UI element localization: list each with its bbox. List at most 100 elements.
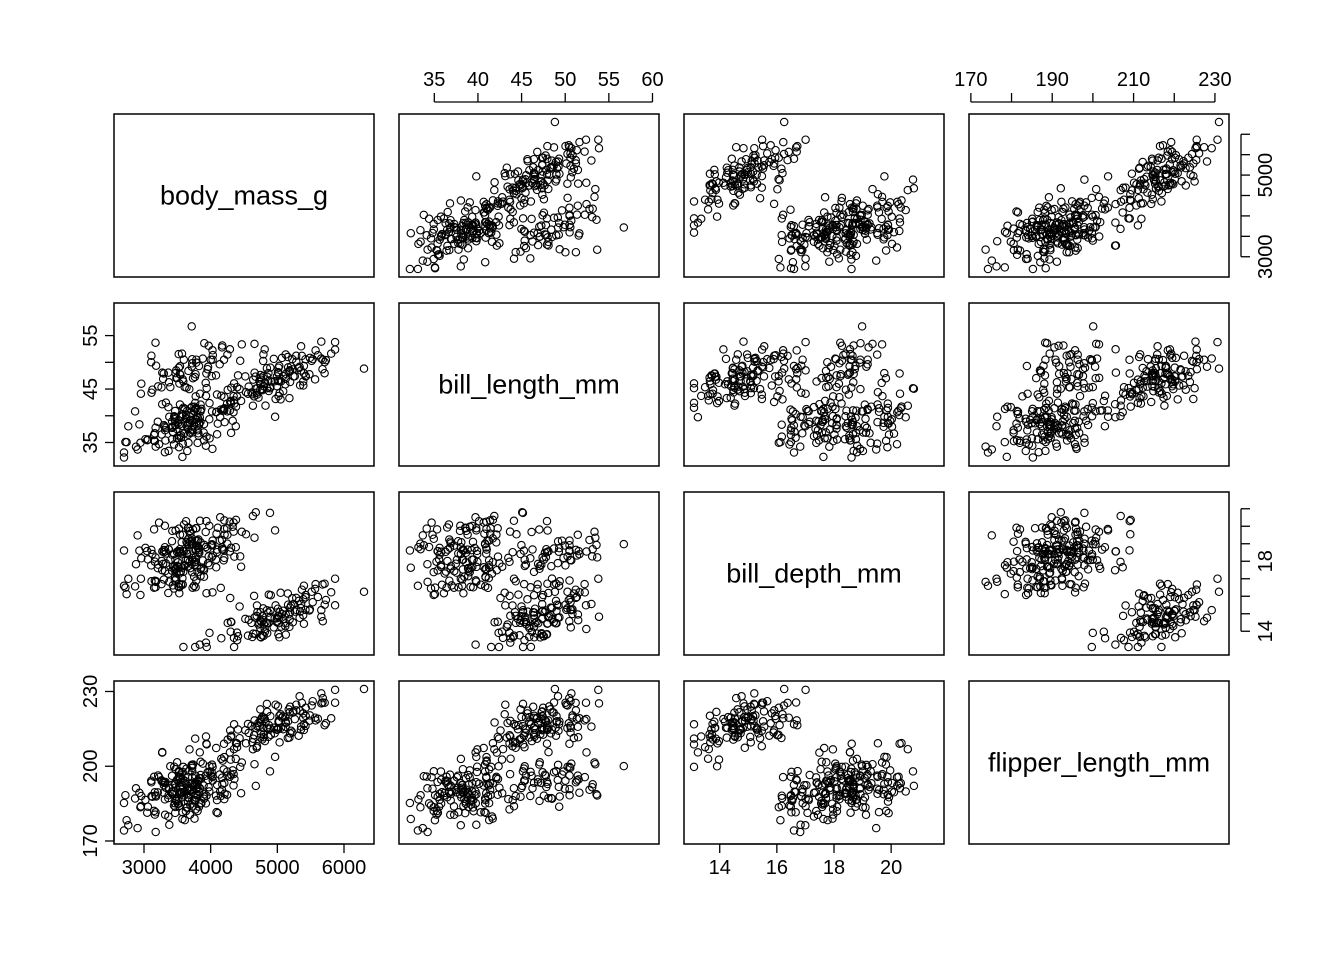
- data-point: [1036, 225, 1046, 234]
- data-point: [798, 412, 807, 422]
- data-point: [283, 589, 293, 598]
- panel-border: [968, 491, 1230, 656]
- data-point: [285, 393, 294, 403]
- data-point: [1013, 208, 1023, 217]
- data-point: [1087, 193, 1097, 203]
- data-point: [714, 199, 724, 208]
- data-point: [801, 232, 810, 242]
- data-point: [256, 705, 265, 714]
- data-point: [459, 255, 469, 264]
- data-point: [1073, 211, 1082, 221]
- data-point: [1072, 214, 1082, 224]
- data-point: [521, 188, 530, 197]
- data-point: [1157, 642, 1166, 652]
- data-point: [1088, 398, 1098, 408]
- data-point: [567, 216, 576, 225]
- data-point: [1013, 245, 1023, 254]
- data-point: [226, 428, 236, 438]
- data-point: [1088, 628, 1098, 638]
- data-point: [987, 256, 997, 265]
- data-point: [289, 372, 298, 381]
- data-point: [205, 628, 214, 638]
- data-point: [846, 355, 855, 364]
- data-point: [787, 423, 796, 432]
- data-point: [517, 224, 526, 234]
- panel-body_mass_g-vs-flipper_length_mm: [968, 113, 1230, 278]
- data-point: [856, 211, 865, 221]
- data-point: [1111, 412, 1120, 422]
- data-point: [757, 183, 767, 192]
- data-point: [456, 754, 466, 764]
- data-point: [863, 355, 872, 364]
- data-point: [227, 383, 236, 392]
- data-point: [582, 199, 591, 209]
- data-point: [201, 799, 211, 808]
- data-point: [124, 422, 133, 431]
- data-point: [501, 700, 510, 709]
- data-point: [789, 154, 799, 164]
- y-axis-right-body_mass_g: 3000 5000: [1240, 133, 1277, 279]
- data-point: [569, 164, 579, 173]
- data-point: [868, 184, 877, 194]
- data-point: [845, 199, 855, 209]
- data-point: [295, 381, 305, 390]
- data-point: [164, 588, 173, 598]
- data-point: [436, 212, 446, 221]
- data-point: [703, 205, 713, 214]
- data-point: [908, 175, 918, 184]
- data-point: [241, 372, 250, 381]
- tick-label: 18: [1255, 550, 1277, 572]
- data-point: [296, 366, 306, 375]
- data-point: [1111, 199, 1120, 209]
- data-point: [851, 218, 860, 228]
- data-point: [465, 766, 475, 775]
- data-point: [572, 145, 582, 155]
- data-point: [777, 230, 786, 240]
- data-point: [735, 190, 745, 199]
- data-point: [851, 434, 861, 444]
- data-point: [1027, 217, 1037, 227]
- data-point: [846, 412, 856, 421]
- data-point: [313, 350, 323, 360]
- data-point: [903, 744, 913, 754]
- data-point: [752, 170, 761, 179]
- data-point: [852, 204, 861, 214]
- data-point: [297, 351, 307, 361]
- data-point: [285, 366, 294, 375]
- data-point: [550, 684, 560, 694]
- data-point: [1166, 145, 1175, 155]
- data-point: [157, 399, 167, 409]
- data-point: [812, 431, 822, 440]
- data-point: [774, 153, 784, 162]
- data-point: [359, 587, 369, 597]
- data-point: [815, 241, 824, 250]
- data-point: [204, 341, 213, 351]
- tick-label: 4000: [188, 857, 233, 879]
- data-point: [164, 446, 173, 456]
- data-point: [1050, 204, 1059, 214]
- data-point: [693, 412, 703, 422]
- data-point: [862, 235, 872, 244]
- data-point: [119, 581, 129, 591]
- data-point: [414, 239, 423, 249]
- data-point: [797, 245, 806, 254]
- data-point: [513, 167, 523, 176]
- panel-bill_length_mm-vs-body_mass_g: [113, 302, 375, 467]
- data-point: [861, 810, 871, 820]
- data-point: [490, 178, 499, 187]
- data-point: [894, 406, 903, 415]
- data-point: [133, 531, 142, 540]
- data-point: [895, 226, 904, 236]
- data-point: [212, 390, 222, 399]
- data-point: [821, 428, 831, 437]
- data-point: [1073, 220, 1082, 230]
- data-point: [494, 212, 503, 221]
- data-point: [852, 421, 862, 431]
- data-point: [811, 416, 821, 426]
- data-point: [184, 438, 193, 448]
- data-point: [860, 400, 870, 409]
- data-point: [281, 380, 290, 389]
- data-point: [537, 184, 547, 193]
- data-point: [172, 373, 182, 383]
- data-point: [311, 346, 320, 355]
